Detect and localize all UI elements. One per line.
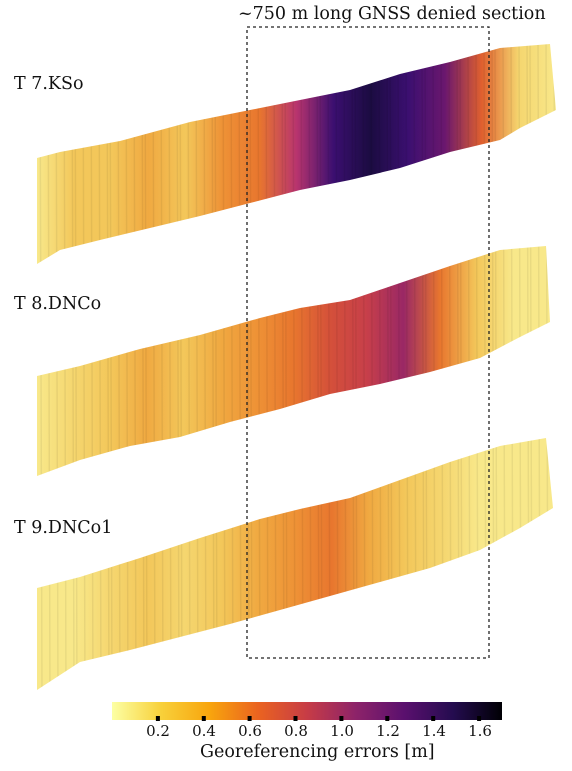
point-cloud-strip-8 [37, 246, 550, 476]
colorbar [112, 702, 502, 720]
colorbar-tick-label: 0.6 [238, 722, 262, 740]
point-cloud-strip-9 [37, 438, 553, 690]
colorbar-tick-label: 1.4 [422, 722, 446, 740]
colorbar-tick-marks [155, 716, 482, 721]
strip-label-t7: T 7.KSo [14, 74, 84, 94]
colorbar-tick-label: 1.0 [330, 722, 354, 740]
point-cloud-strip-7 [37, 44, 556, 264]
colorbar-tick-label: 1.6 [468, 722, 492, 740]
strip-label-t9: T 9.DNCo1 [14, 518, 113, 538]
colorbar-tick [293, 716, 298, 721]
colorbar-tick-label: 1.2 [376, 722, 400, 740]
colorbar-tick [201, 716, 206, 721]
colorbar-tick [385, 716, 390, 721]
colorbar-label: Georeferencing errors [m] [200, 742, 435, 762]
colorbar-tick [247, 716, 252, 721]
gnss-denied-section-box [246, 26, 490, 659]
point-cloud-strips [37, 44, 556, 690]
colorbar-tick [155, 716, 160, 721]
strip-label-t8: T 8.DNCo [14, 294, 102, 314]
colorbar-tick [477, 716, 482, 721]
colorbar-tick [339, 716, 344, 721]
section-title: ~750 m long GNSS denied section [238, 4, 546, 24]
colorbar-tick-label: 0.2 [146, 722, 170, 740]
colorbar-tick-label: 0.8 [284, 722, 308, 740]
colorbar-tick-label: 0.4 [192, 722, 216, 740]
colorbar-tick [431, 716, 436, 721]
